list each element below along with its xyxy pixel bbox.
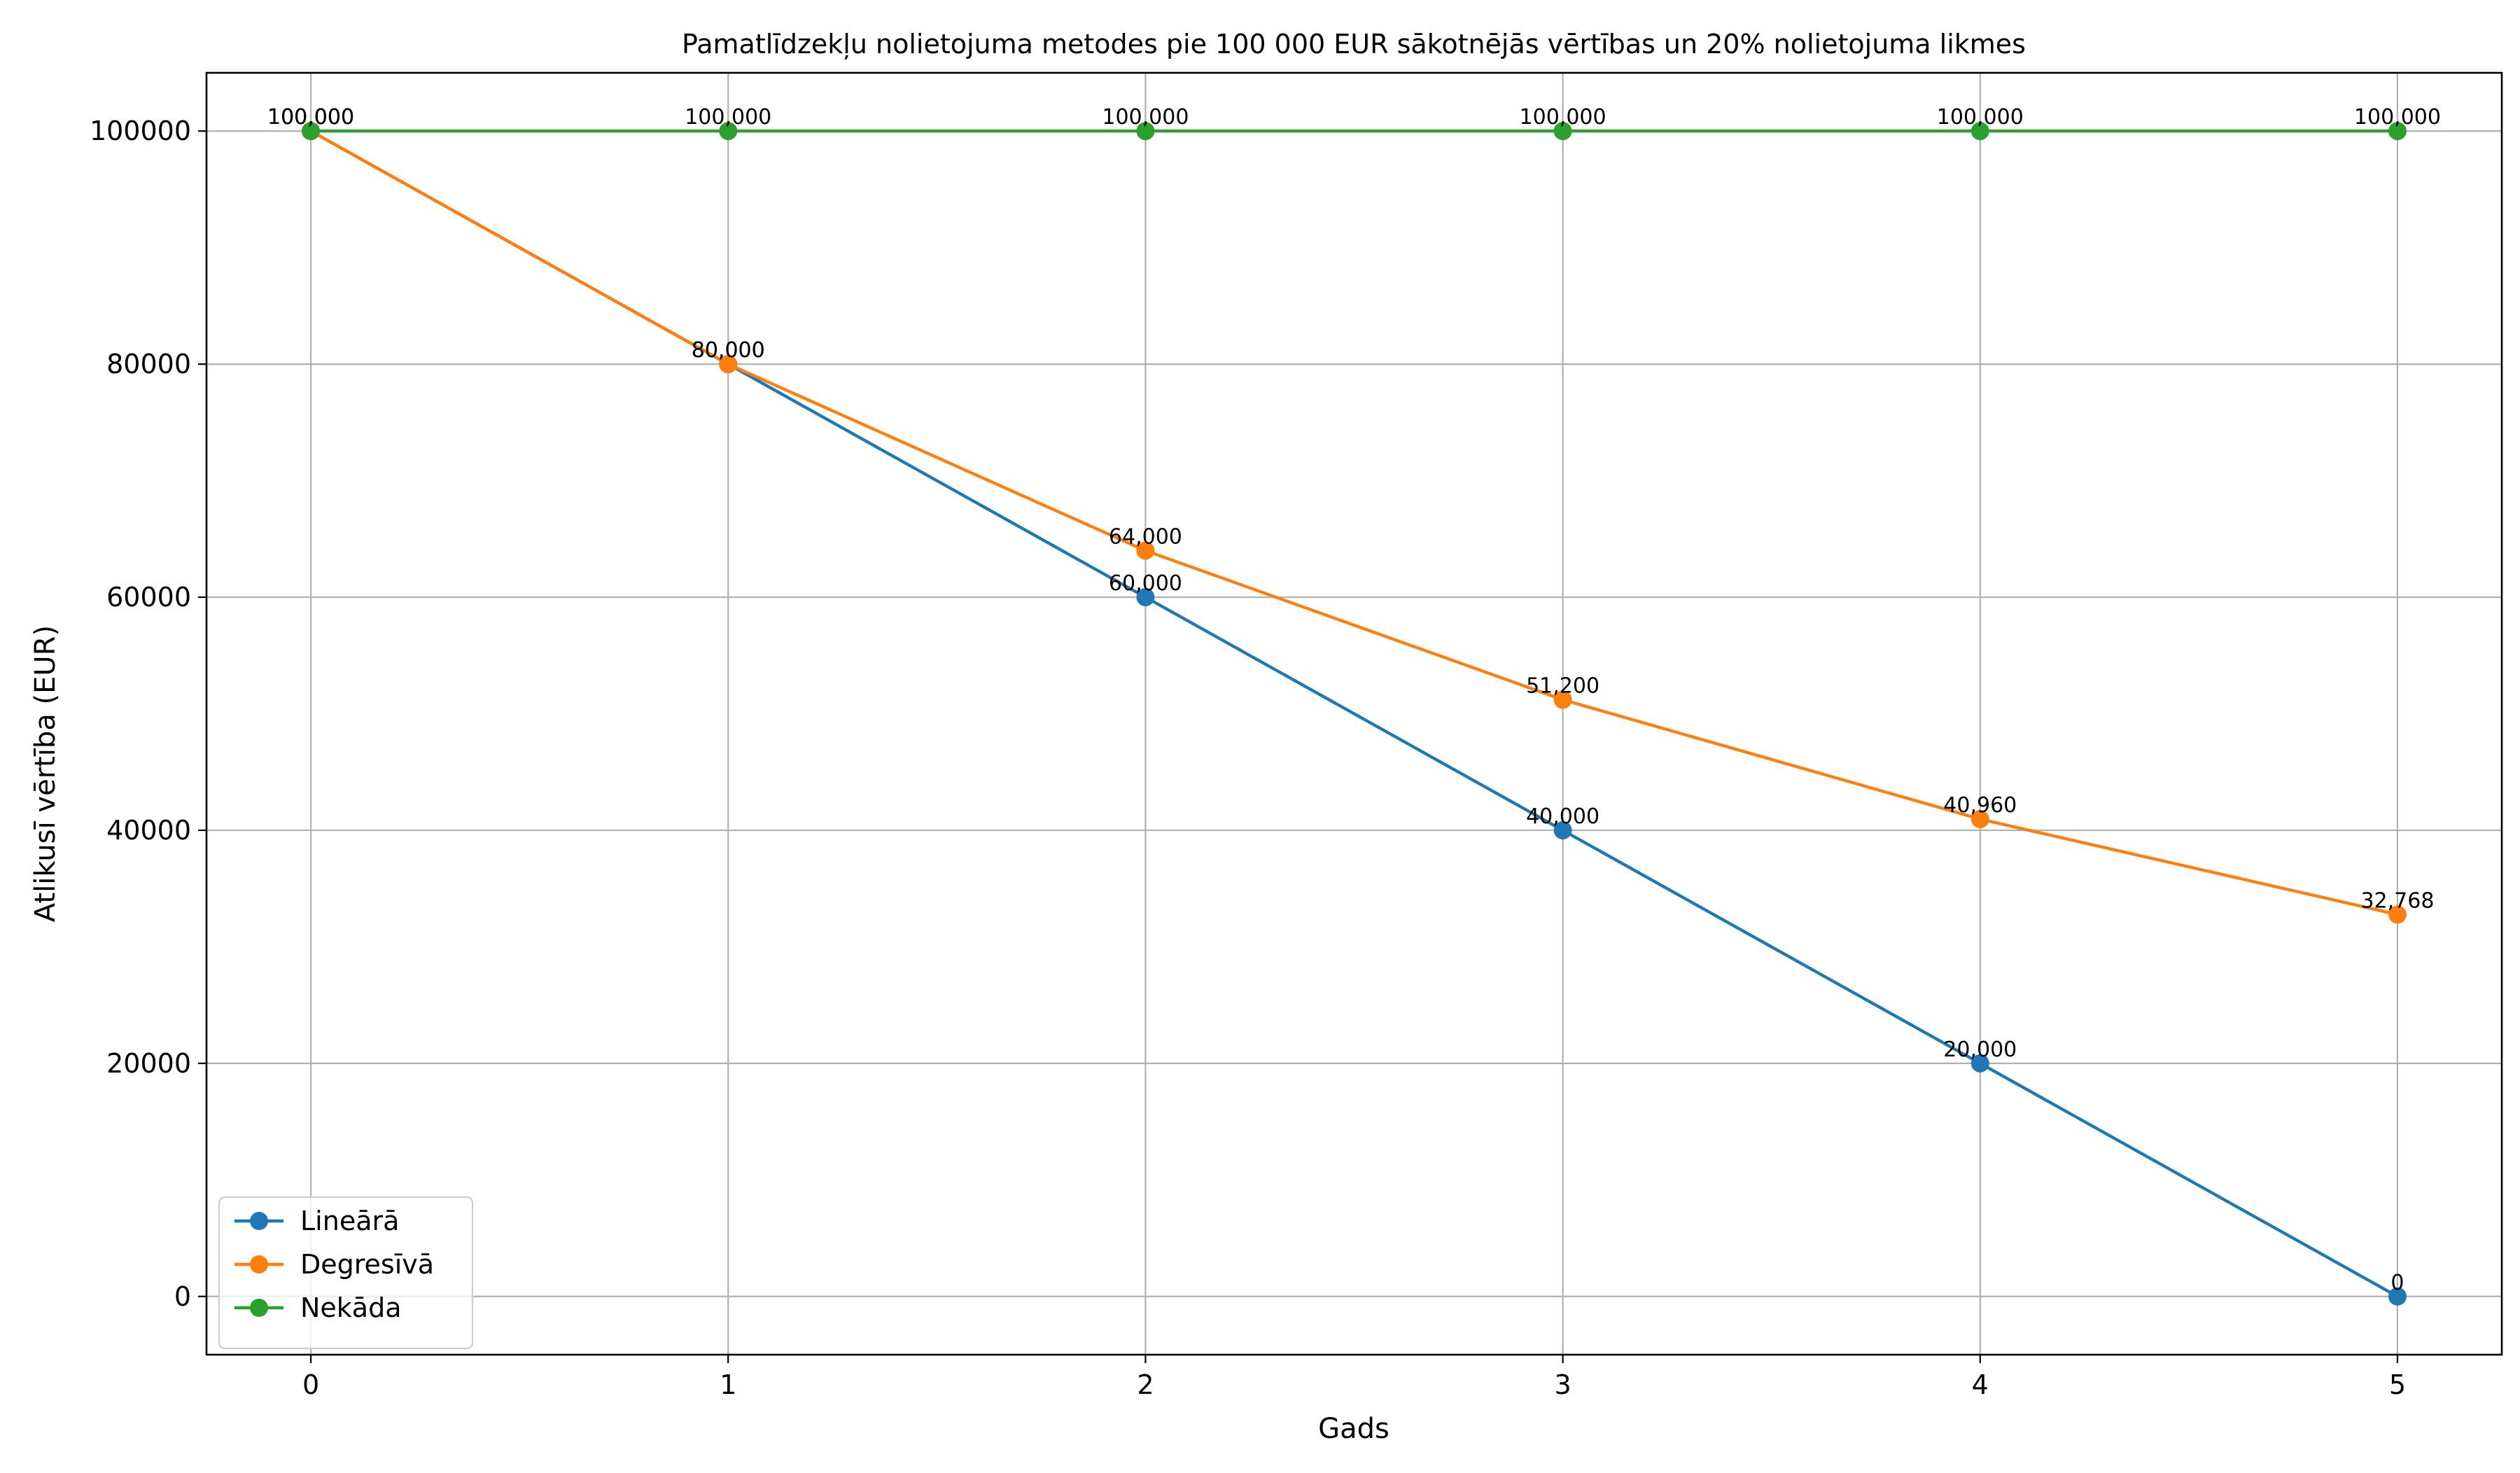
data-label: 20,000 — [1943, 1038, 2017, 1062]
x-axis-label: Gads — [1318, 1413, 1390, 1445]
legend-item: Lineārā — [234, 1206, 399, 1236]
y-tick-label: 100000 — [90, 116, 191, 146]
data-label: 51,200 — [1526, 674, 1600, 699]
data-label: 40,000 — [1526, 804, 1600, 829]
data-label: 0 — [2390, 1271, 2404, 1295]
chart-title: Pamatlīdzekļu nolietojuma metodes pie 10… — [682, 29, 2026, 60]
legend-swatch-marker — [250, 1255, 268, 1273]
data-label: 64,000 — [1109, 524, 1182, 549]
legend-item: Nekāda — [234, 1292, 402, 1323]
x-tick-label: 1 — [720, 1369, 736, 1400]
data-point — [719, 355, 738, 374]
x-tick-label: 2 — [1137, 1369, 1154, 1400]
y-tick-label: 40000 — [106, 815, 191, 846]
series-2 — [302, 122, 2407, 924]
series-3 — [302, 122, 2407, 141]
data-label: 60,000 — [1109, 571, 1182, 596]
legend-frame — [218, 1196, 474, 1350]
data-point — [1553, 821, 1572, 839]
x-tick-label: 0 — [302, 1369, 319, 1400]
data-labels: 100,00080,00060,00040,00020,0000100,0008… — [267, 105, 2441, 1295]
axis-ticks: 0 1 2 3 4 5 0 20000 40000 60000 80000 100000 — [90, 116, 2406, 1400]
plot-frame — [205, 71, 2503, 1356]
series-group — [302, 122, 2407, 1306]
y-tick-label: 60000 — [106, 582, 191, 613]
legend-label: Lineārā — [300, 1206, 399, 1236]
data-label: 80,000 — [692, 338, 765, 363]
legend-label: Nekāda — [300, 1292, 402, 1323]
y-tick-label: 20000 — [106, 1048, 191, 1079]
data-label: 100,000 — [1102, 105, 1189, 130]
data-label: 100,000 — [1520, 105, 1606, 130]
data-point — [2388, 122, 2407, 141]
data-label: 100,000 — [267, 105, 354, 130]
legend-swatch-marker — [250, 1212, 268, 1230]
x-tick-label: 3 — [1554, 1369, 1571, 1400]
x-tick-label: 5 — [2389, 1369, 2406, 1400]
data-point — [1970, 1054, 1989, 1073]
data-label: 32,768 — [2360, 888, 2434, 913]
y-axis-label: Atlikusī vērtība (EUR) — [29, 625, 62, 922]
data-label: 100,000 — [267, 105, 354, 130]
data-point — [1136, 588, 1155, 607]
legend-item: Degresīvā — [234, 1249, 434, 1280]
x-tick-label: 4 — [1972, 1369, 1989, 1400]
data-label: 40,960 — [1943, 793, 2017, 818]
grid — [206, 73, 2502, 1355]
data-label: 100,000 — [1937, 105, 2024, 130]
y-tick-label: 80000 — [106, 349, 191, 379]
series-line — [309, 130, 2398, 916]
data-point — [1553, 122, 1572, 141]
data-point — [302, 122, 321, 141]
legend-swatch-marker — [250, 1299, 268, 1317]
data-label: 100,000 — [685, 105, 771, 130]
y-tick-label: 0 — [174, 1281, 191, 1312]
data-point — [719, 122, 738, 141]
legend-label: Degresīvā — [300, 1249, 434, 1280]
data-point — [1970, 809, 1989, 828]
data-label: 100,000 — [2354, 105, 2441, 130]
data-point — [1136, 122, 1155, 141]
data-point — [2388, 1287, 2407, 1306]
data-point — [1553, 690, 1572, 709]
data-label: 80,000 — [692, 338, 765, 363]
legend: Lineārā Degresīvā Nekāda — [218, 1196, 474, 1350]
data-label: 100,000 — [267, 105, 354, 130]
data-point — [1136, 541, 1155, 560]
data-point — [1970, 122, 1989, 141]
data-point — [2388, 905, 2407, 924]
